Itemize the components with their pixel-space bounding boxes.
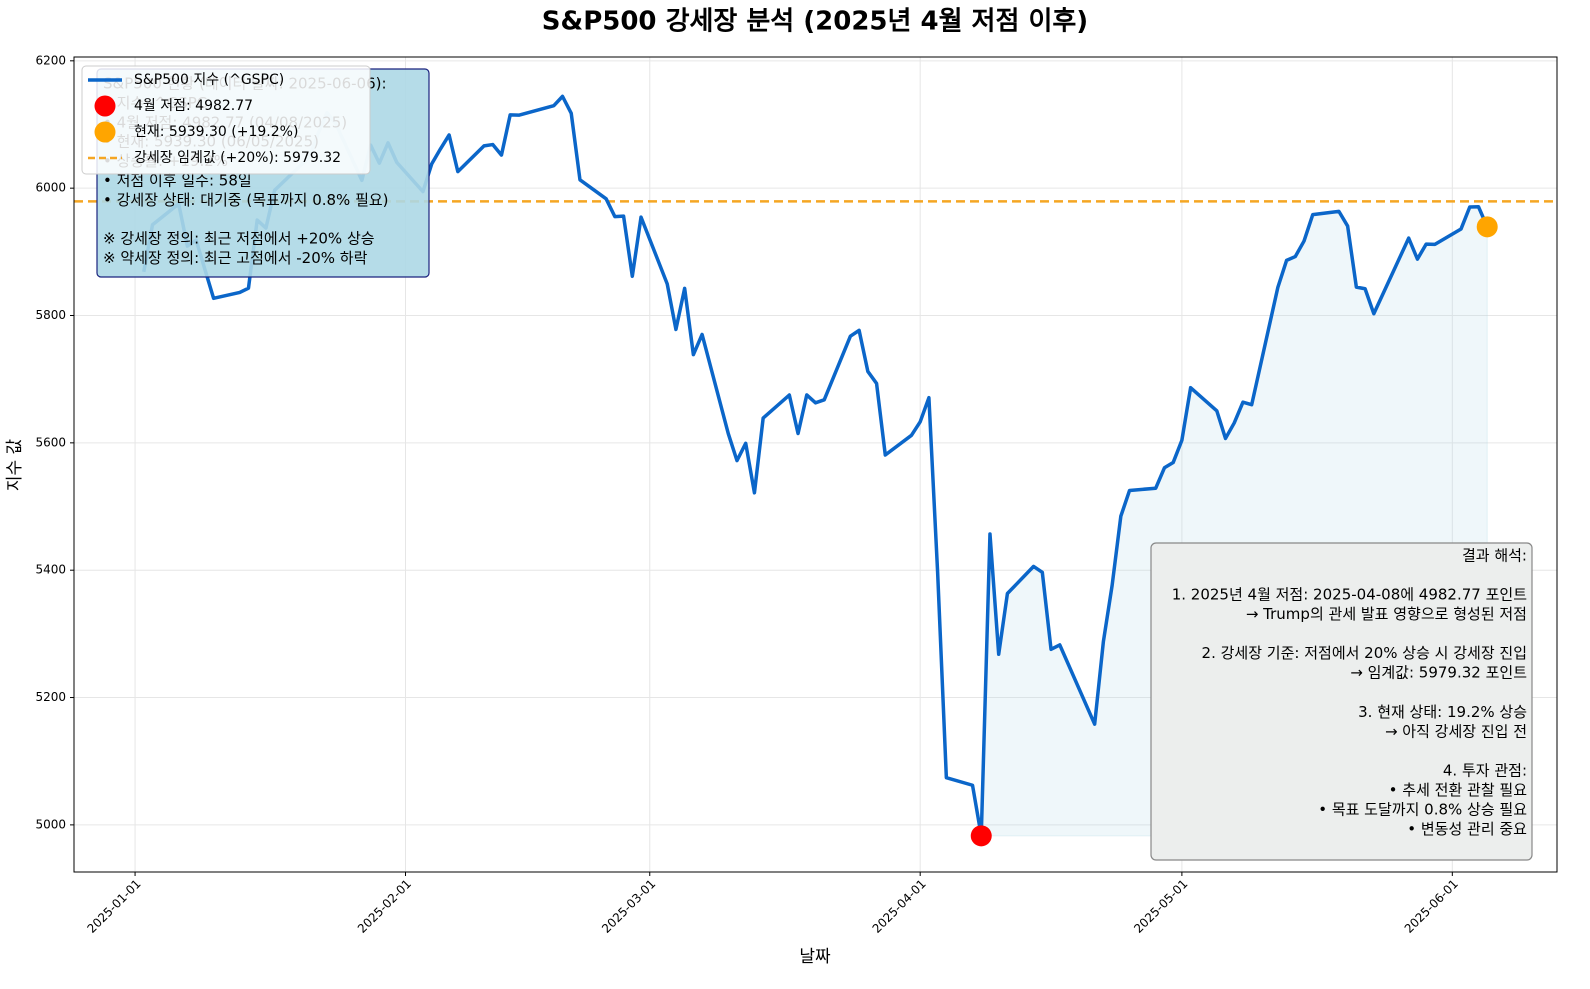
- interpretation-box: [1150, 542, 1533, 861]
- x-tick-label: 2025-03-01: [599, 877, 658, 936]
- marker-point: [970, 825, 992, 847]
- y-axis-label: 지수 값: [5, 438, 25, 491]
- status-note: ※ 강세장 정의: 최근 저점에서 +20% 상승: [103, 230, 375, 248]
- plot-frame: [73, 56, 1558, 873]
- x-tick-label: 2025-04-01: [870, 877, 929, 936]
- status-note: ※ 약세장 정의: 최근 고점에서 -20% 하락: [103, 249, 368, 267]
- interpretation-line: • 목표 도달까지 0.8% 상승 필요: [1318, 800, 1527, 818]
- legend-swatch: [94, 95, 116, 117]
- y-tick-label: 6000: [35, 181, 66, 195]
- y-tick-label: 5800: [35, 308, 66, 322]
- x-tick-label: 2025-05-01: [1131, 877, 1190, 936]
- legend-label: S&P500 지수 (^GSPC): [134, 72, 284, 88]
- y-tick-label: 5000: [35, 817, 66, 831]
- marker-point: [1476, 216, 1498, 238]
- y-tick-label: 5200: [35, 690, 66, 704]
- interpretation-line: 2. 강세장 기준: 저점에서 20% 상승 시 강세장 진입: [1202, 644, 1527, 662]
- legend-label: 4월 저점: 4982.77: [134, 98, 253, 114]
- x-tick-label: 2025-01-01: [84, 877, 143, 936]
- interpretation-line: → 아직 강세장 진입 전: [1385, 722, 1527, 740]
- x-tick-label: 2025-02-01: [355, 877, 414, 936]
- legend-label: 현재: 5939.30 (+19.2%): [134, 124, 298, 140]
- legend-swatch: [94, 121, 116, 143]
- y-tick-label: 5600: [35, 435, 66, 449]
- interpretation-line: • 추세 전환 관찰 필요: [1389, 781, 1528, 799]
- x-tick-label: 2025-06-01: [1402, 877, 1461, 936]
- interpretation-line: 1. 2025년 4월 저점: 2025-04-08에 4982.77 포인트: [1172, 586, 1527, 604]
- legend: S&P500 지수 (^GSPC) 4월 저점: 4982.77 현재: 5939.…: [81, 65, 371, 175]
- interpretation-line: 3. 현재 상태: 19.2% 상승: [1358, 703, 1527, 721]
- interpretation-line: → Trump의 관세 발표 영향으로 형성된 저점: [1246, 605, 1527, 623]
- x-axis-label: 날짜: [799, 947, 831, 967]
- y-tick-label: 5400: [35, 563, 66, 577]
- legend-box: [81, 65, 371, 175]
- chart-title: S&P500 강세장 분석 (2025년 4월 저점 이후): [542, 7, 1088, 37]
- interpretation-line: → 임계값: 5979.32 포인트: [1350, 664, 1527, 682]
- interpretation-line: • 변동성 관리 중요: [1407, 820, 1527, 838]
- interpretation-title: 결과 해석:: [1462, 547, 1527, 565]
- y-tick-label: 6200: [35, 53, 66, 67]
- interpretation-line: 4. 투자 관점:: [1443, 761, 1527, 779]
- status-line: • 저점 이후 일수: 58일: [103, 172, 252, 190]
- legend-label: 강세장 임계값 (+20%): 5979.32: [134, 150, 341, 166]
- status-line: • 강세장 상태: 대기중 (목표까지 0.8% 필요): [103, 191, 389, 209]
